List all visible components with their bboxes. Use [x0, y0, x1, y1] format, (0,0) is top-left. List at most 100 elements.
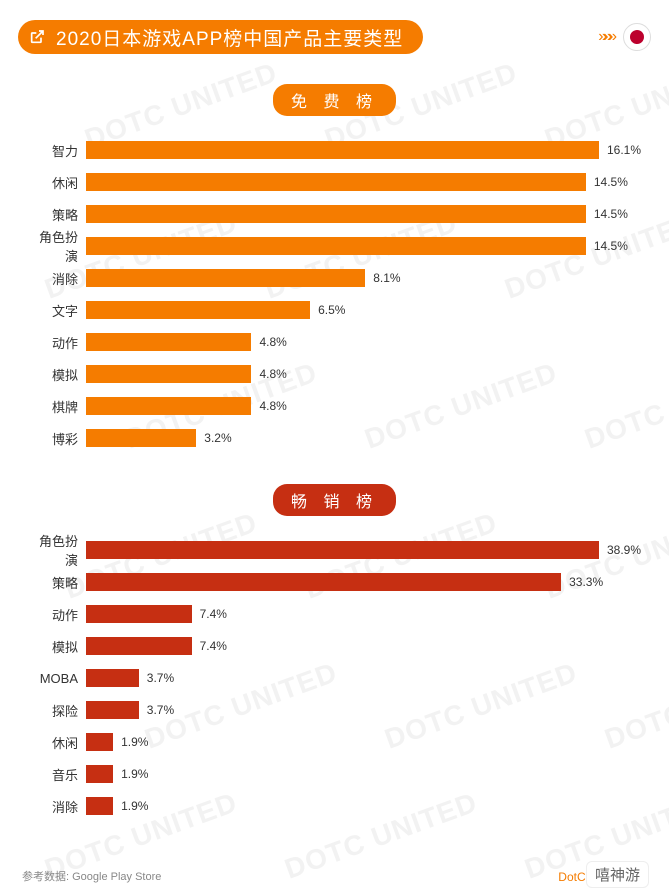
- bar-row: 策略14.5%: [28, 198, 641, 230]
- bar-value: 14.5%: [594, 239, 628, 253]
- bar-label: 棋牌: [28, 397, 86, 416]
- bar-row: 消除 8.1%: [28, 262, 641, 294]
- chart-free: 智力16.1%休闲14.5%策略14.5%角色扮演14.5%消除8.1%文字6.…: [0, 134, 669, 454]
- bar: [86, 301, 310, 319]
- bar: [86, 205, 586, 223]
- bar-label: 模拟: [28, 637, 86, 656]
- bar-row: 智力 16.1%: [28, 134, 641, 166]
- header-pill: 2020日本游戏APP榜中国产品主要类型: [18, 20, 423, 54]
- bar-row: 休闲1.9%: [28, 726, 641, 758]
- bar-value: 8.1%: [373, 271, 400, 285]
- bar-label: 动作: [28, 333, 86, 352]
- section-pill-free: 免 费 榜: [273, 84, 396, 116]
- bar-label: 动作: [28, 605, 86, 624]
- bar-value: 4.8%: [259, 335, 286, 349]
- bar-label: 文字: [28, 301, 86, 320]
- bar-track: 7.4%: [86, 636, 641, 656]
- bar-track: 4.8%: [86, 364, 641, 384]
- chevrons-icon: »»»: [598, 28, 613, 46]
- bar-value: 3.7%: [147, 671, 174, 685]
- bar-track: 14.5%: [86, 204, 641, 224]
- bar-track: 8.1%: [86, 268, 641, 288]
- bar: [86, 333, 251, 351]
- bar: [86, 269, 365, 287]
- bar-label: 角色扮演: [28, 531, 86, 569]
- bar: [86, 237, 586, 255]
- bar-row: 文字 6.5%: [28, 294, 641, 326]
- bar-label: 探险: [28, 701, 86, 720]
- bar-row: 动作 7.4%: [28, 598, 641, 630]
- header-right: »»»: [598, 23, 651, 51]
- flag-japan-icon: [623, 23, 651, 51]
- bar: [86, 733, 113, 751]
- bar-row: 模拟 7.4%: [28, 630, 641, 662]
- bar-row: 棋牌 4.8%: [28, 390, 641, 422]
- page-title: 2020日本游戏APP榜中国产品主要类型: [56, 24, 403, 51]
- bar: [86, 541, 599, 559]
- bar-track: 1.9%: [86, 732, 641, 752]
- bar: [86, 637, 192, 655]
- bar-row: 角色扮演 14.5%: [28, 230, 641, 262]
- bar-row: 消除 1.9%: [28, 790, 641, 822]
- bar-track: 16.1%: [86, 140, 641, 160]
- bar-value: 3.7%: [147, 703, 174, 717]
- bar-value: 1.9%: [121, 799, 148, 813]
- bar-row: 角色扮演 38.9%: [28, 534, 641, 566]
- bar-value: 7.4%: [200, 607, 227, 621]
- bar: [86, 397, 251, 415]
- bar-label: 音乐: [28, 765, 86, 784]
- bar: [86, 701, 139, 719]
- bar-value: 3.2%: [204, 431, 231, 445]
- bar-value: 4.8%: [259, 399, 286, 413]
- bar-label: MOBA: [28, 671, 86, 686]
- bar: [86, 429, 196, 447]
- bar-label: 角色扮演: [28, 227, 86, 265]
- bar-label: 消除: [28, 269, 86, 288]
- bar: [86, 605, 192, 623]
- site-badge: 嘻神游: [586, 861, 649, 888]
- bar: [86, 765, 113, 783]
- bar-track: 1.9%: [86, 764, 641, 784]
- bar-track: 6.5%: [86, 300, 641, 320]
- bar: [86, 365, 251, 383]
- bar-value: 6.5%: [318, 303, 345, 317]
- bar-row: 动作 4.8%: [28, 326, 641, 358]
- bar-row: 探险 3.7%: [28, 694, 641, 726]
- bar-row: 博彩3.2%: [28, 422, 641, 454]
- bar-row: 休闲14.5%: [28, 166, 641, 198]
- bar-row: 音乐 1.9%: [28, 758, 641, 790]
- bar-value: 38.9%: [607, 543, 641, 557]
- bar-value: 1.9%: [121, 767, 148, 781]
- bar-value: 33.3%: [569, 575, 603, 589]
- bar-track: 14.5%: [86, 172, 641, 192]
- section-pill-gross: 畅 销 榜: [273, 484, 396, 516]
- bar-value: 16.1%: [607, 143, 641, 157]
- bar-value: 4.8%: [259, 367, 286, 381]
- bar: [86, 669, 139, 687]
- footer: 参考数据: Google Play Store DotC United Gro: [22, 868, 647, 884]
- bar-label: 休闲: [28, 173, 86, 192]
- bar-value: 7.4%: [200, 639, 227, 653]
- bar-track: 1.9%: [86, 796, 641, 816]
- bar-row: 模拟 4.8%: [28, 358, 641, 390]
- bar-track: 38.9%: [86, 540, 641, 560]
- bar-track: 3.7%: [86, 700, 641, 720]
- bar-value: 1.9%: [121, 735, 148, 749]
- source-label: 参考数据: Google Play Store: [22, 868, 161, 884]
- bar-label: 模拟: [28, 365, 86, 384]
- bar-label: 智力: [28, 141, 86, 160]
- bar: [86, 797, 113, 815]
- bar-track: 4.8%: [86, 396, 641, 416]
- bar-label: 消除: [28, 797, 86, 816]
- bar-track: 14.5%: [86, 236, 641, 256]
- bar-track: 3.2%: [86, 428, 641, 448]
- bar-track: 3.7%: [86, 668, 641, 688]
- chart-gross: 角色扮演 38.9% 策略33.3% 动作 7.4% 模拟 7.4% MOBA 3.7% 探险 3.…: [0, 534, 669, 822]
- bar-value: 14.5%: [594, 207, 628, 221]
- external-link-icon: [28, 28, 46, 46]
- bar-track: 4.8%: [86, 332, 641, 352]
- bar: [86, 173, 586, 191]
- bar-row: MOBA 3.7%: [28, 662, 641, 694]
- bar-row: 策略33.3%: [28, 566, 641, 598]
- header-bar: 2020日本游戏APP榜中国产品主要类型 »»»: [18, 20, 651, 54]
